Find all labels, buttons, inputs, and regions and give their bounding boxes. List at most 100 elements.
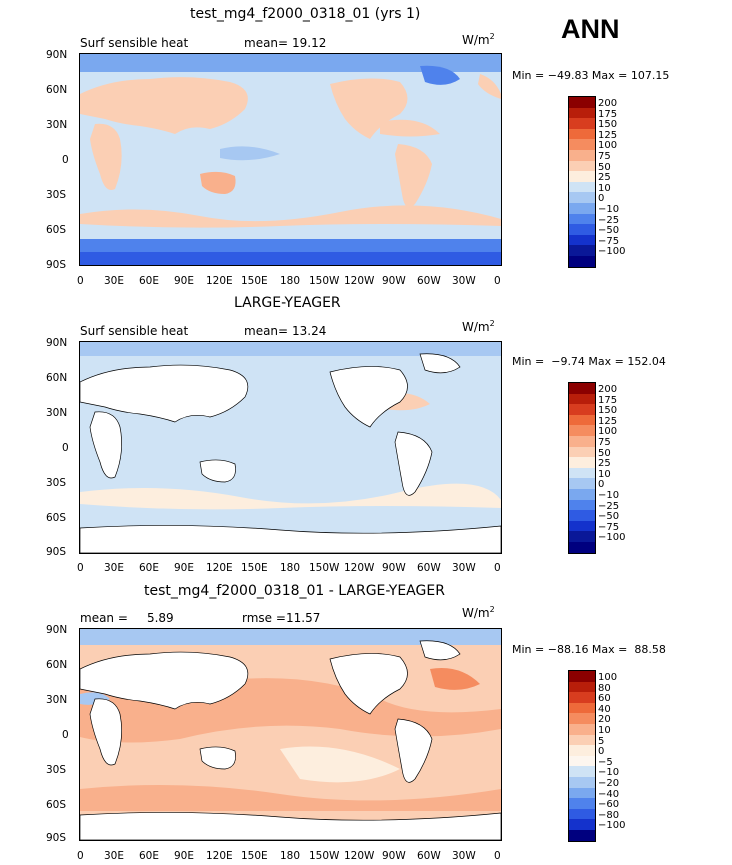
colorbar-swatch — [569, 755, 595, 767]
panel-3-lon-tick: 0 — [494, 850, 501, 862]
colorbar-label: −60 — [598, 799, 620, 810]
colorbar-swatch — [569, 128, 595, 140]
panel-3-colorbar — [568, 670, 596, 842]
panel-3-lon-tick: 60W — [417, 850, 441, 862]
panel-3-stat-label: rmse = — [242, 611, 286, 625]
panel-2-lat-tick: 30S — [46, 477, 67, 489]
colorbar-swatch — [569, 723, 595, 735]
panel-3-lat-tick: 0 — [62, 729, 69, 741]
colorbar-swatch — [569, 798, 595, 809]
colorbar-swatch — [569, 192, 595, 203]
panel-2-minmax: Min = −9.74 Max = 152.04 — [512, 355, 666, 368]
colorbar-swatch — [569, 541, 595, 553]
panel-3-lat-tick: 90S — [46, 832, 67, 844]
colorbar-swatch — [569, 393, 595, 405]
colorbar-label: 60 — [598, 693, 611, 704]
colorbar-label: 0 — [598, 746, 605, 757]
panel-2-lon-tick: 120W — [344, 562, 375, 574]
panel-1-colorbar — [568, 96, 596, 268]
panel-2-lat-tick: 0 — [62, 442, 69, 454]
panel-2-lat-tick: 60S — [46, 512, 67, 524]
colorbar-label: 125 — [598, 130, 618, 141]
colorbar-swatch — [569, 435, 595, 447]
colorbar-label: 25 — [598, 172, 611, 183]
panel-2-lon-tick: 90E — [174, 562, 194, 574]
season-label: ANN — [561, 14, 620, 44]
colorbar-swatch — [569, 234, 595, 246]
colorbar-label: 10 — [598, 725, 611, 736]
panel-2-lon-tick: 150E — [241, 562, 268, 574]
colorbar-swatch — [569, 160, 595, 172]
colorbar-label: −25 — [598, 501, 620, 512]
colorbar-swatch — [569, 808, 595, 820]
panel-1-lat-tick: 90N — [46, 49, 68, 61]
colorbar-swatch — [569, 171, 595, 182]
colorbar-label: 75 — [598, 151, 611, 162]
colorbar-label: 75 — [598, 437, 611, 448]
colorbar-swatch — [569, 499, 595, 511]
colorbar-label: −100 — [598, 246, 626, 257]
panel-1-units: W/m2 — [462, 32, 495, 47]
panel-2-title: LARGE-YEAGER — [234, 295, 341, 311]
panel-1-lon-tick: 90E — [174, 275, 194, 287]
colorbar-label: −25 — [598, 215, 620, 226]
colorbar-swatch — [569, 139, 595, 150]
panel-1-lon-tick: 180 — [280, 275, 301, 287]
colorbar-swatch — [569, 107, 595, 119]
panel-2-lon-tick: 0 — [77, 562, 84, 574]
colorbar-swatch — [569, 457, 595, 468]
colorbar-swatch — [569, 404, 595, 415]
panel-1-title: test_mg4_f2000_0318_01 (yrs 1) — [190, 6, 421, 22]
panel-1-lat-tick: 60S — [46, 224, 67, 236]
panel-2-colorbar — [568, 382, 596, 554]
colorbar-label: −75 — [598, 522, 620, 533]
colorbar-label: −50 — [598, 511, 620, 522]
panel-2-map — [80, 342, 501, 553]
panel-3-lon-tick: 30E — [104, 850, 124, 862]
panel-2-lat-tick: 90S — [46, 546, 67, 558]
panel-3-lon-tick: 90W — [382, 850, 406, 862]
panel-3-lat-tick: 90N — [46, 624, 68, 636]
colorbar-swatch — [569, 414, 595, 426]
colorbar-swatch — [569, 713, 595, 724]
colorbar-label: −5 — [598, 757, 613, 768]
panel-3-lat-tick: 60S — [46, 799, 67, 811]
panel-1-lat-tick: 30N — [46, 119, 68, 131]
panel-2-lon-tick: 90W — [382, 562, 406, 574]
panel-2-lon-tick: 60E — [139, 562, 159, 574]
colorbar-swatch — [569, 149, 595, 161]
panel-2-variable-label: Surf sensible heat — [80, 324, 189, 338]
colorbar-label: −10 — [598, 767, 620, 778]
panel-3-lon-tick: 120W — [344, 850, 375, 862]
panel-2-units: W/m2 — [462, 319, 495, 334]
colorbar-label: −75 — [598, 236, 620, 247]
colorbar-label: 50 — [598, 162, 611, 173]
panel-1-lat-tick: 30S — [46, 189, 67, 201]
colorbar-label: −50 — [598, 225, 620, 236]
colorbar-swatch — [569, 446, 595, 458]
panel-3-lat-tick: 30N — [46, 694, 68, 706]
colorbar-label: 175 — [598, 109, 618, 120]
panel-2-lon-tick: 30E — [104, 562, 124, 574]
panel-1-lon-tick: 150E — [241, 275, 268, 287]
panel-1-lon-tick: 30W — [452, 275, 476, 287]
panel-2-stat-value: 13.24 — [292, 324, 327, 338]
panel-1-lon-tick: 30E — [104, 275, 124, 287]
panel-2-lat-tick: 90N — [46, 337, 68, 349]
panel-1-variable-label: Surf sensible heat — [80, 36, 189, 50]
colorbar-label: 200 — [598, 384, 618, 395]
colorbar-swatch — [569, 671, 595, 682]
panel-1-stat-value: 19.12 — [292, 36, 327, 50]
colorbar-label: 0 — [598, 479, 605, 490]
colorbar-label: 100 — [598, 140, 618, 151]
panel-3-lon-tick: 180 — [280, 850, 301, 862]
colorbar-label: −20 — [598, 778, 620, 789]
colorbar-swatch — [569, 745, 595, 756]
colorbar-swatch — [569, 787, 595, 799]
colorbar-swatch — [569, 819, 595, 830]
colorbar-swatch — [569, 213, 595, 225]
colorbar-label: 40 — [598, 704, 611, 715]
colorbar-swatch — [569, 488, 595, 500]
panel-2-lon-tick: 180 — [280, 562, 301, 574]
colorbar-label: 125 — [598, 416, 618, 427]
